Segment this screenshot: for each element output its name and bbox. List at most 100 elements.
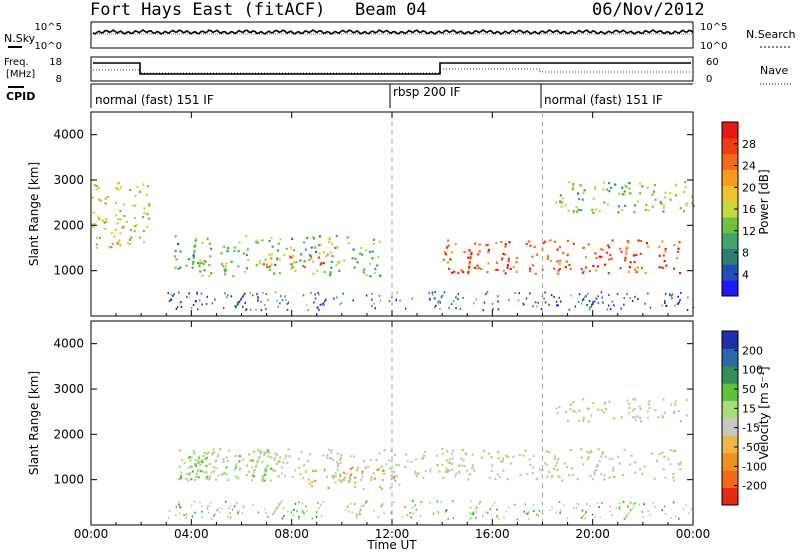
heatmap-cell [229,504,232,507]
heatmap-cell [515,261,518,264]
heatmap-cell [363,268,366,271]
heatmap-cell [674,304,676,307]
heatmap-cell [267,455,270,458]
heatmap-cell [264,467,267,470]
heatmap-cell [485,244,488,247]
heatmap-cell [662,254,665,257]
heatmap-cell [594,252,597,255]
heatmap-cell [115,187,118,190]
heatmap-cell [257,511,260,514]
heatmap-cell [507,260,510,263]
heatmap-cell [223,268,226,271]
heatmap-cell [611,239,614,242]
heatmap-cell [544,301,547,304]
heatmap-cell [133,225,136,228]
heatmap-cell [629,463,632,466]
heatmap-cell [617,455,620,458]
heatmap-cell [649,306,652,309]
heatmap-cell [319,263,322,266]
heatmap-cell [196,291,198,294]
heatmap-cell [607,272,610,275]
heatmap-cell [448,469,451,472]
heatmap-cell [199,259,202,262]
heatmap-cell [632,254,635,257]
heatmap-cell [313,301,315,304]
heatmap-cell [258,455,261,458]
heatmap-cell [429,298,431,301]
heatmap-cell [175,506,178,508]
heatmap-cell [514,503,516,506]
heatmap-cell [365,273,368,276]
heatmap-cell [497,451,500,454]
nave-line [93,68,691,74]
heatmap-cell [329,457,332,460]
heatmap-cell [591,303,593,306]
heatmap-cell [677,247,680,250]
heatmap-cell [558,501,561,503]
heatmap-cell [512,455,515,458]
heatmap-cell [630,454,633,457]
heatmap-cell [611,514,613,517]
heatmap-cell [609,253,612,257]
heatmap-cell [290,256,293,259]
heatmap-cell [502,252,505,255]
heatmap-cell [662,398,665,401]
heatmap-cell [509,267,512,271]
heatmap-cell [496,514,498,517]
heatmap-cell [654,198,657,201]
heatmap-cell [629,501,632,504]
heatmap-cell [286,302,288,305]
heatmap-cell [590,414,593,417]
heatmap-cell [467,478,470,481]
heatmap-cell [133,217,136,220]
heatmap-cell [458,470,461,473]
heatmap-cell [264,304,266,306]
heatmap-cell [264,473,267,476]
heatmap-cell [660,266,663,269]
heatmap-cell [607,304,610,307]
heatmap-cell [301,264,304,267]
heatmap-cell [478,243,481,246]
heatmap-cell [217,453,220,456]
heatmap-cell [357,466,360,469]
heatmap-cell [390,460,393,463]
heatmap-cell [298,515,300,518]
heatmap-cell [170,299,173,301]
heatmap-cell [378,240,381,243]
heatmap-cell [470,253,473,256]
heatmap-cell [625,252,628,255]
heatmap-cell [523,303,525,306]
heatmap-cell [281,500,283,503]
heatmap-cell [405,453,408,456]
heatmap-cell [358,511,360,514]
cpid-segment-1: rbsp 200 IF [393,85,460,99]
power-colorbar-tick-label: 8 [742,247,749,260]
heatmap-cell [428,297,431,300]
heatmap-cell [633,504,635,507]
heatmap-cell [193,452,196,455]
heatmap-cell [435,304,437,307]
heatmap-cell [219,448,222,451]
heatmap-cell [595,269,598,272]
heatmap-cell [339,303,341,306]
heatmap-cell [259,452,262,455]
heatmap-cell [560,201,564,204]
heatmap-cell [679,271,682,275]
heatmap-cell [278,258,281,261]
heatmap-cell [473,469,476,472]
heatmap-cell [612,469,615,472]
heatmap-cell [292,249,296,252]
heatmap-cell [393,475,397,478]
heatmap-cell [192,255,195,258]
heatmap-cell [237,512,239,515]
heatmap-cell [450,462,454,465]
heatmap-cell [571,188,574,191]
heatmap-cell [595,256,598,260]
heatmap-cell [560,300,562,303]
heatmap-cell [380,487,384,490]
heatmap-cell [329,271,332,274]
heatmap-cell [258,262,261,265]
heatmap-cell [549,239,552,242]
heatmap-cell [556,412,559,415]
heatmap-cell [101,219,105,222]
